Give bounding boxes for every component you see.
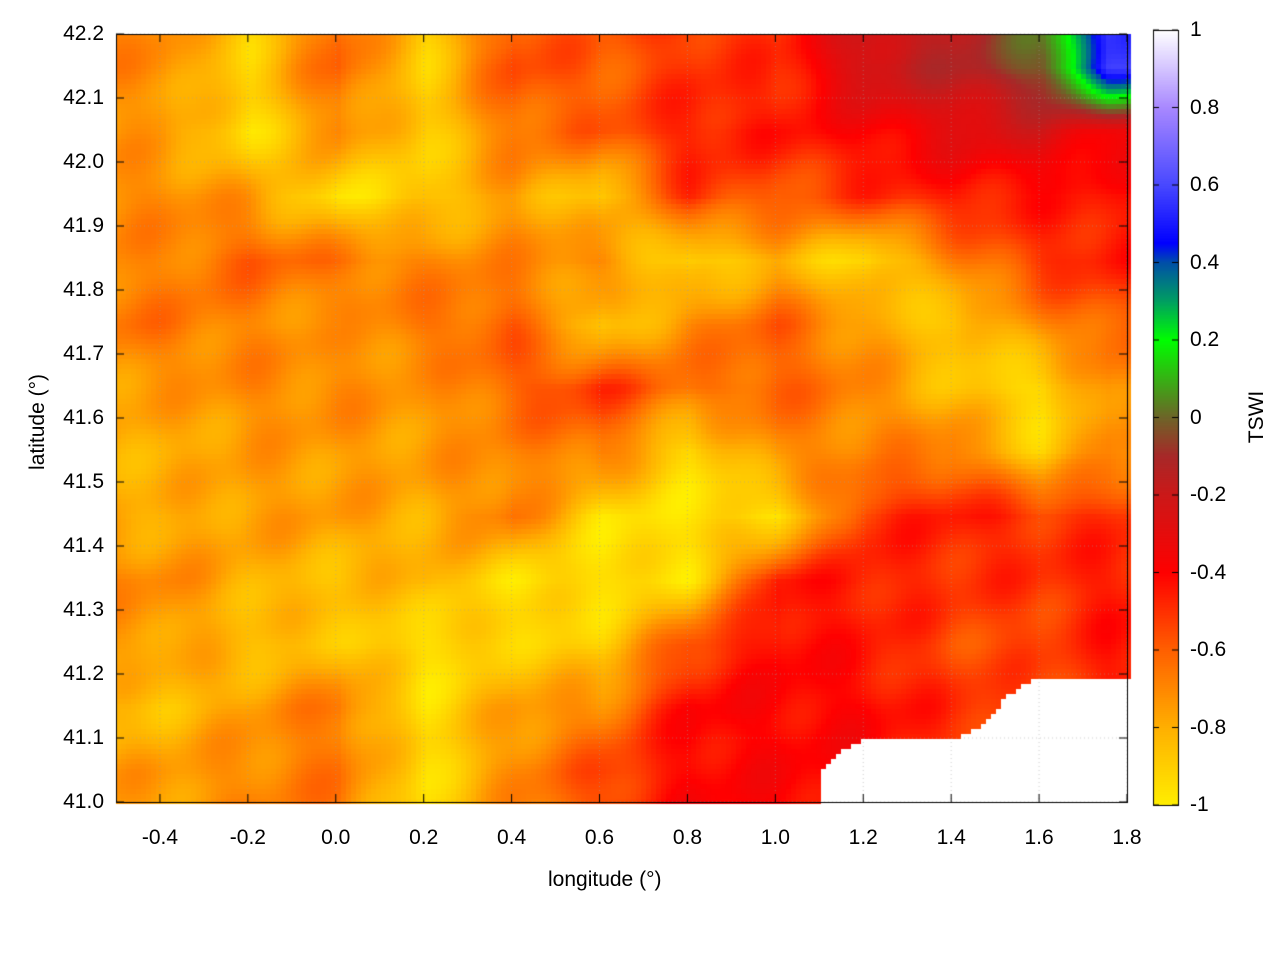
colorbar-tick-label: 1: [1190, 18, 1202, 41]
y-tick-label: 42.0: [63, 150, 104, 173]
x-tick-label: 1.8: [1112, 826, 1142, 849]
x-tick-label: 0.4: [496, 826, 527, 849]
x-axis-label: longitude (°): [548, 868, 662, 891]
y-tick-label: 41.7: [63, 342, 104, 365]
y-tick-label: 41.6: [63, 406, 104, 429]
x-tick-label: 0.6: [584, 826, 615, 849]
x-tick-label: -0.4: [141, 826, 179, 849]
colorbar-tick-label: 0.4: [1190, 250, 1220, 274]
y-tick-label: 41.9: [63, 214, 104, 237]
colorbar-label: TSWI: [1245, 390, 1268, 444]
x-tick-label: 1.6: [1024, 826, 1054, 849]
x-tick-label: 1.0: [760, 826, 790, 849]
colorbar-tick-label: -0.2: [1190, 483, 1227, 506]
colorbar-tick-label: -1: [1190, 793, 1209, 816]
y-tick-label: 42.1: [63, 86, 104, 109]
y-tick-label: 41.0: [63, 790, 104, 813]
y-tick-label: 41.3: [63, 598, 104, 621]
colorbar-tick-label: 0: [1190, 405, 1202, 429]
colorbar-tick-label: 0.2: [1190, 328, 1220, 351]
colorbar-tick-label: -0.4: [1190, 560, 1227, 584]
x-tick-label: 0.0: [321, 826, 351, 849]
y-tick-label: 41.8: [63, 278, 104, 301]
y-tick-label: 41.2: [63, 662, 104, 685]
y-tick-label: 41.5: [63, 470, 104, 493]
y-tick-label: 42.2: [63, 22, 104, 45]
colorbar-tick-label: 0.8: [1190, 95, 1220, 119]
colorbar-tick-label: 0.6: [1190, 173, 1220, 196]
x-tick-label: 0.2: [409, 826, 439, 849]
x-tick-label: 1.2: [848, 826, 878, 849]
y-tick-label: 41.4: [63, 534, 104, 557]
x-tick-label: 1.4: [936, 826, 966, 849]
x-tick-label: -0.2: [229, 826, 266, 849]
y-tick-label: 41.1: [63, 726, 104, 749]
x-tick-label: 0.8: [672, 826, 703, 849]
colorbar-tick-label: -0.6: [1190, 638, 1227, 661]
colorbar-tick-label: -0.8: [1190, 715, 1227, 739]
